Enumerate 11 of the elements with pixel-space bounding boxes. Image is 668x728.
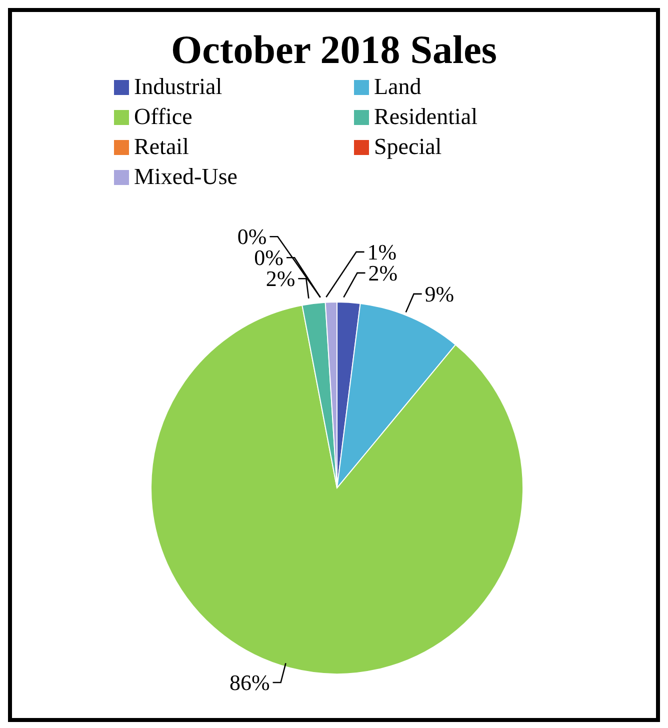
chart-title: October 2018 Sales [170, 26, 498, 73]
legend-label: Mixed-Use [134, 163, 238, 191]
legend-label: Residential [374, 103, 478, 131]
legend-label: Retail [134, 133, 189, 161]
legend-label: Industrial [134, 73, 222, 101]
legend-label: Office [134, 103, 192, 131]
data-label: 9% [424, 281, 454, 306]
legend-label: Special [374, 133, 442, 161]
legend-label: Land [374, 73, 422, 101]
data-label: 86% [229, 670, 270, 696]
pie-slice [150, 304, 524, 674]
